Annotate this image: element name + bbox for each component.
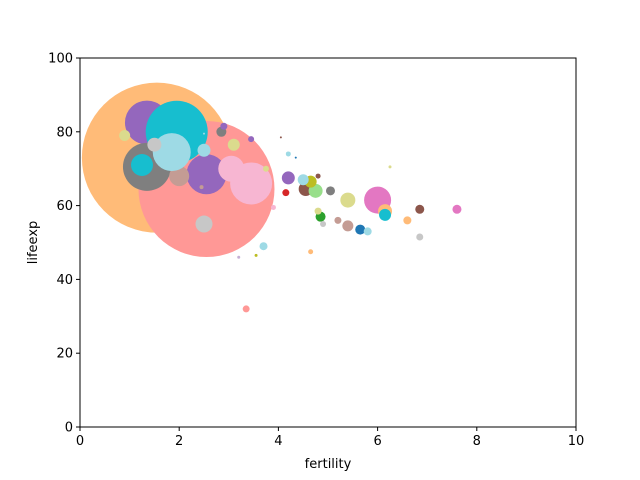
- bubble-point: [340, 192, 356, 208]
- bubble-point: [119, 129, 131, 141]
- x-axis-label: fertility: [305, 457, 352, 472]
- bubble-point: [452, 204, 462, 214]
- bubble-point: [263, 165, 269, 172]
- y-axis: 0 20 40 60 80 100: [48, 52, 80, 436]
- y-tick-label: 20: [56, 347, 73, 362]
- y-tick-label: 40: [56, 273, 73, 288]
- bubble-point: [248, 136, 255, 143]
- x-tick-label: 8: [473, 434, 481, 449]
- bubble-point: [315, 173, 321, 179]
- bubble-point: [254, 253, 258, 257]
- bubble-point: [355, 224, 366, 235]
- y-tick-label: 100: [48, 52, 73, 67]
- bubble-point: [131, 154, 153, 177]
- bubble-point: [147, 137, 162, 152]
- bubble-point: [308, 249, 314, 255]
- bubble-point: [242, 305, 250, 313]
- bubble-point: [218, 155, 245, 182]
- bubble-point: [281, 171, 295, 185]
- x-tick-label: 0: [76, 434, 84, 449]
- y-tick-label: 0: [65, 421, 73, 436]
- bubble-point: [320, 221, 327, 228]
- bubble-point: [203, 132, 205, 135]
- x-tick-label: 10: [568, 434, 585, 449]
- x-axis: 0 2 4 6 8 10: [76, 427, 584, 449]
- bubble-point: [416, 233, 424, 241]
- bubble-point: [342, 220, 354, 232]
- bubble-point: [197, 143, 211, 157]
- bubble-point: [279, 136, 282, 139]
- plot-frame: [79, 57, 577, 428]
- bubble-point: [186, 154, 227, 195]
- x-tick-label: 2: [175, 434, 183, 449]
- bubble-point: [152, 133, 191, 172]
- bubble-point: [403, 216, 412, 225]
- bubble-point: [259, 242, 268, 251]
- y-tick-label: 80: [56, 125, 73, 140]
- y-tick-label: 60: [56, 199, 73, 214]
- bubble-point: [199, 185, 204, 190]
- bubble-point: [285, 151, 291, 157]
- bubble-point: [294, 156, 297, 159]
- bubble-point: [195, 215, 213, 233]
- bubble-point: [297, 174, 309, 186]
- x-tick-label: 6: [373, 434, 381, 449]
- bubble-point: [325, 186, 335, 196]
- bubble-point: [363, 227, 372, 236]
- bubble-point: [379, 208, 392, 221]
- bubble-point: [388, 165, 392, 169]
- x-tick-label: 4: [274, 434, 282, 449]
- bubble-point: [334, 216, 342, 224]
- bubble-point: [415, 204, 425, 214]
- bubble-point: [237, 255, 241, 259]
- bubble-point: [282, 189, 290, 197]
- bubble-point: [270, 204, 276, 210]
- y-axis-label: lifeexp: [26, 221, 41, 265]
- bubble-point: [169, 166, 190, 187]
- bubble-layer: [81, 82, 462, 313]
- bubble-point: [314, 207, 322, 215]
- bubble-point: [227, 138, 240, 151]
- bubble-point: [220, 122, 228, 130]
